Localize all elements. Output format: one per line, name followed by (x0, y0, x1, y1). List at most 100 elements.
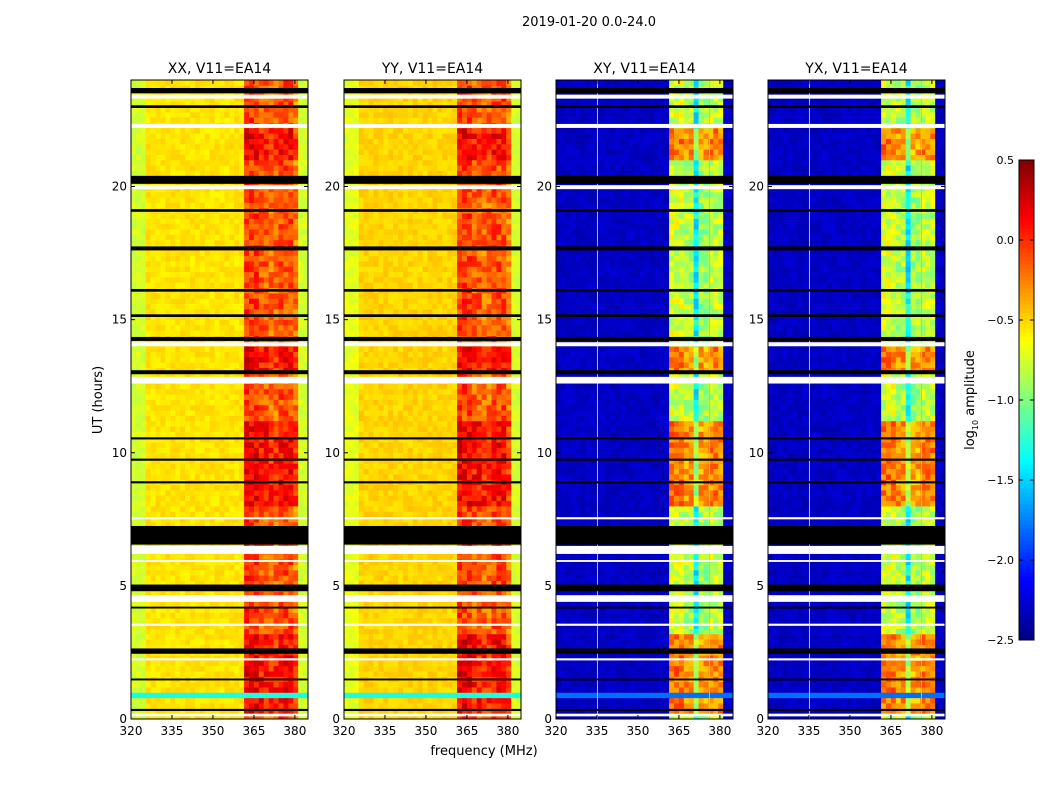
heatmap-cell (234, 224, 239, 230)
heatmap-cell (408, 634, 413, 640)
heatmap-cell (234, 149, 239, 155)
heatmap-cell (210, 128, 215, 134)
heatmap-cell (418, 671, 423, 677)
heatmap-cell (264, 490, 269, 496)
heatmap-cell (170, 453, 175, 459)
heatmap-cell (136, 634, 141, 640)
heatmap-cell (388, 660, 393, 666)
heatmap-cell (161, 272, 166, 278)
heatmap-cell (146, 575, 151, 581)
heatmap-cell (161, 698, 166, 704)
heatmap-cell (279, 139, 284, 145)
heatmap-cell (293, 256, 298, 262)
heatmap-cell (170, 431, 175, 437)
heatmap-cell (165, 133, 170, 139)
heatmap-cell (195, 660, 200, 666)
heatmap-cell (224, 320, 229, 326)
heatmap-cell (224, 250, 229, 256)
heatmap-cell (131, 570, 136, 576)
heatmap-cell (364, 660, 369, 666)
heatmap-cell (215, 352, 220, 358)
heatmap-cell (185, 160, 190, 166)
heatmap-cell (136, 495, 141, 501)
heatmap-cell (442, 634, 447, 640)
heatmap-cell (190, 506, 195, 512)
heatmap-cell (131, 240, 136, 246)
heatmap-cell (151, 639, 156, 645)
heatmap-cell (259, 671, 264, 677)
heatmap-cell (349, 692, 354, 698)
heatmap-cell (274, 639, 279, 645)
flagged-row (131, 648, 308, 653)
heatmap-cell (195, 447, 200, 453)
heatmap-cell (383, 660, 388, 666)
heatmap-cell (175, 501, 180, 507)
heatmap-cell (293, 442, 298, 448)
heatmap-cell (393, 687, 398, 693)
heatmap-cell (462, 687, 467, 693)
heatmap-cell (274, 405, 279, 411)
heatmap-cell (264, 298, 269, 304)
heatmap-cell (378, 634, 383, 640)
heatmap-cell (146, 570, 151, 576)
heatmap-cell (161, 618, 166, 624)
heatmap-cell (254, 272, 259, 278)
heatmap-cell (234, 309, 239, 315)
heatmap-cell (136, 240, 141, 246)
heatmap-cell (165, 405, 170, 411)
heatmap-cell (151, 506, 156, 512)
heatmap-cell (180, 272, 185, 278)
heatmap-cell (131, 490, 136, 496)
heatmap-cell (195, 325, 200, 331)
heatmap-cell (205, 426, 210, 432)
heatmap-cell (131, 613, 136, 619)
heatmap-cell (239, 352, 244, 358)
heatmap-cell (239, 415, 244, 421)
heatmap-cell (156, 197, 161, 203)
heatmap-cell (229, 490, 234, 496)
heatmap-cell (259, 133, 264, 139)
heatmap-cell (288, 447, 293, 453)
heatmap-cell (264, 421, 269, 427)
heatmap-cell (264, 272, 269, 278)
heatmap-cell (279, 309, 284, 315)
heatmap-cell (170, 400, 175, 406)
heatmap-cell (195, 261, 200, 267)
heatmap-cell (229, 112, 234, 118)
heatmap-cell (141, 362, 146, 368)
heatmap-cell (175, 352, 180, 358)
heatmap-cell (274, 261, 279, 267)
heatmap-cell (378, 698, 383, 704)
heatmap-cell (220, 687, 225, 693)
heatmap-cell (175, 197, 180, 203)
heatmap-cell (349, 682, 354, 688)
heatmap-cell (210, 234, 215, 240)
heatmap-cell (511, 698, 516, 704)
heatmap-cell (249, 266, 254, 272)
heatmap-cell (259, 692, 264, 698)
heatmap-cell (506, 634, 511, 640)
heatmap-cell (190, 304, 195, 310)
heatmap-cell (269, 447, 274, 453)
heatmap-cell (279, 639, 284, 645)
heatmap-cell (259, 618, 264, 624)
heatmap-cell (264, 405, 269, 411)
heatmap-cell (234, 421, 239, 427)
heatmap-cell (190, 463, 195, 469)
heatmap-cell (220, 613, 225, 619)
heatmap-cell (408, 666, 413, 672)
heatmap-cell (175, 682, 180, 688)
heatmap-cell (442, 687, 447, 693)
heatmap-cell (274, 575, 279, 581)
heatmap-cell (264, 293, 269, 299)
heatmap-cell (205, 346, 210, 352)
heatmap-cell (141, 490, 146, 496)
heatmap-cell (165, 293, 170, 299)
heatmap-cell (229, 202, 234, 208)
heatmap-cell (200, 639, 205, 645)
heatmap-cell (185, 389, 190, 395)
heatmap-cell (190, 266, 195, 272)
heatmap-cell (205, 495, 210, 501)
heatmap-cell (378, 682, 383, 688)
heatmap-cell (151, 389, 156, 395)
